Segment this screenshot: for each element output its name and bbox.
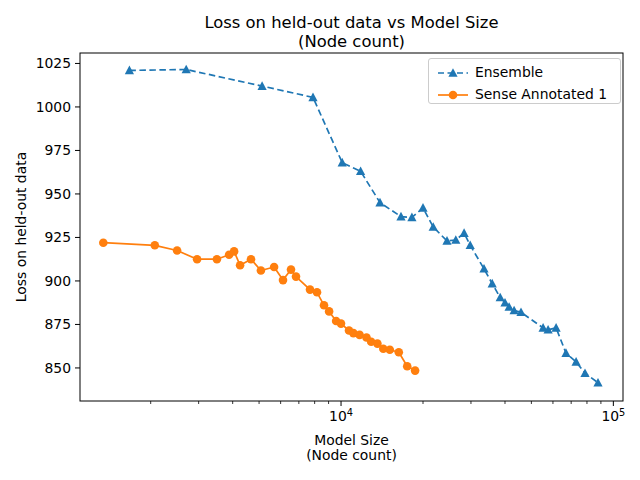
data-point-triangle-icon — [479, 264, 488, 273]
data-point-triangle-icon — [593, 378, 602, 387]
y-tick-label: 950 — [44, 186, 71, 202]
chart-title-line1: Loss on held-out data vs Model Size — [80, 13, 623, 32]
legend: Ensemble Sense Annotated 1 — [428, 58, 621, 104]
sense-annotated-1-series-line — [103, 243, 415, 371]
y-tick-label: 1000 — [36, 99, 71, 115]
chart-title-line2: (Node count) — [80, 32, 623, 51]
x-axis-label-line1: Model Size — [80, 433, 623, 448]
data-point-circle-icon — [411, 366, 420, 375]
y-tick-label: 925 — [44, 229, 71, 245]
data-point-triangle-icon — [356, 167, 365, 176]
data-point-circle-icon — [236, 261, 245, 270]
data-point-circle-icon — [173, 246, 182, 255]
x-axis-label: Model Size (Node count) — [80, 433, 623, 463]
x-tick-label: 105 — [601, 407, 625, 424]
data-point-circle-icon — [270, 263, 279, 272]
data-point-triangle-icon — [418, 203, 427, 212]
y-tick-label: 1025 — [36, 55, 71, 71]
data-point-triangle-icon — [488, 279, 497, 288]
axes-frame — [80, 53, 623, 401]
data-point-circle-icon — [325, 307, 334, 316]
sense-annotated-1-line-marker-icon — [437, 87, 469, 101]
data-point-triangle-icon — [338, 158, 347, 167]
chart-title: Loss on held-out data vs Model Size (Nod… — [80, 13, 623, 51]
y-tick-label: 975 — [44, 142, 71, 158]
data-point-circle-icon — [193, 255, 202, 264]
data-point-circle-icon — [279, 276, 288, 285]
y-tick-label: 850 — [44, 360, 71, 376]
data-point-triangle-icon — [460, 228, 469, 237]
data-point-circle-icon — [386, 345, 395, 354]
data-point-triangle-icon — [429, 222, 438, 231]
y-axis-label: Loss on held-out data — [11, 53, 31, 401]
data-point-triangle-icon — [496, 293, 505, 302]
data-point-triangle-icon — [375, 198, 384, 207]
data-point-circle-icon — [403, 362, 412, 371]
data-point-circle-icon — [213, 255, 222, 264]
data-point-triangle-icon — [466, 241, 475, 250]
data-point-circle-icon — [230, 247, 239, 256]
x-axis-label-line2: (Node count) — [80, 448, 623, 463]
y-tick-label: 875 — [44, 316, 71, 332]
sense-annotated-1-markers — [99, 238, 419, 375]
data-point-triangle-icon — [552, 323, 561, 332]
data-point-circle-icon — [99, 238, 108, 247]
data-point-circle-icon — [337, 319, 346, 328]
legend-label-sense-annotated-1: Sense Annotated 1 — [475, 86, 607, 102]
x-axis-ticks: 104 105 — [151, 401, 626, 424]
ensemble-line-marker-icon — [437, 65, 469, 79]
data-point-circle-icon — [257, 266, 266, 275]
data-point-circle-icon — [247, 255, 256, 264]
data-point-triangle-icon — [580, 368, 589, 377]
data-point-circle-icon — [395, 348, 404, 357]
legend-row-sense-annotated-1: Sense Annotated 1 — [437, 84, 620, 103]
y-tick-label: 900 — [44, 273, 71, 289]
figure: 850 875 900 925 950 975 1000 1025 104 105 Loss on… — [0, 0, 640, 480]
y-axis-ticks: 850 875 900 925 950 975 1000 1025 — [36, 55, 80, 376]
data-point-circle-icon — [313, 288, 322, 297]
legend-label-ensemble: Ensemble — [475, 64, 543, 80]
data-point-triangle-icon — [561, 348, 570, 357]
data-point-circle-icon — [287, 265, 296, 274]
data-point-circle-icon — [151, 241, 160, 250]
x-tick-label: 104 — [329, 407, 353, 424]
legend-row-ensemble: Ensemble — [437, 62, 620, 81]
data-point-circle-icon — [292, 272, 301, 281]
